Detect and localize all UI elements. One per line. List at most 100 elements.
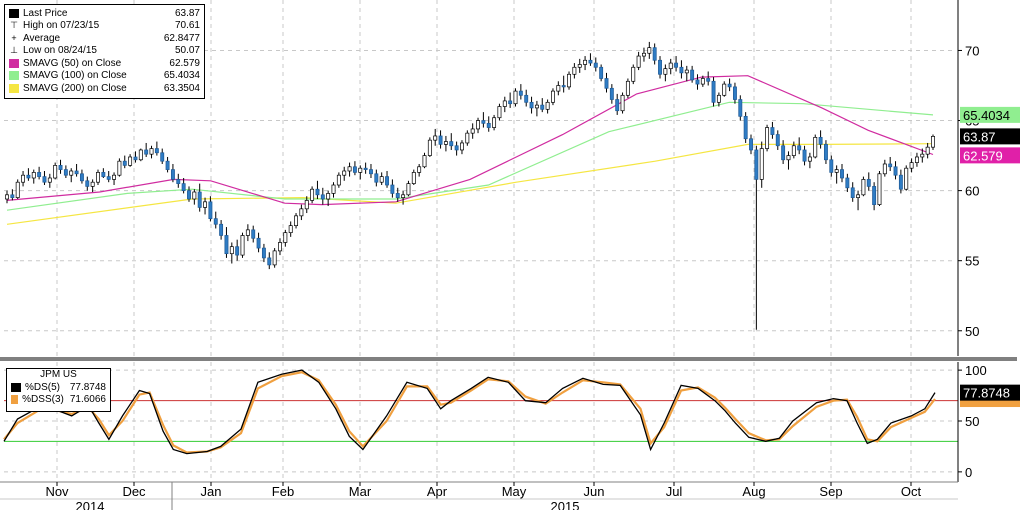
candle	[813, 134, 818, 159]
candle-body	[117, 160, 122, 176]
month-label: Sep	[819, 484, 842, 499]
candle-body	[465, 132, 470, 144]
candle	[128, 154, 133, 167]
candle-body	[470, 128, 475, 134]
candle-body	[615, 99, 620, 112]
candle	[759, 141, 764, 188]
candle	[791, 141, 796, 159]
legend-label: Average	[23, 32, 61, 44]
candle	[261, 243, 266, 263]
candle	[625, 78, 630, 99]
candle-body	[513, 90, 518, 105]
candle	[492, 114, 497, 131]
candle	[224, 227, 229, 258]
candle-body	[417, 166, 422, 173]
candle	[112, 172, 117, 186]
candle	[411, 169, 416, 186]
candle-body	[294, 215, 298, 227]
candle	[658, 56, 662, 79]
candle-body	[716, 94, 721, 103]
candle-body	[331, 184, 336, 194]
candle	[599, 64, 604, 82]
candle	[829, 155, 834, 177]
candle-body	[138, 149, 143, 161]
candle-body	[267, 257, 272, 266]
candle-body	[304, 200, 309, 210]
oscillator-title: JPM US	[40, 369, 77, 380]
candle-body	[128, 156, 133, 166]
candle	[272, 248, 277, 268]
value-tag-label: 77.8748	[963, 386, 1010, 401]
candle	[63, 165, 68, 178]
average-marker-icon: +	[11, 32, 17, 43]
candle	[374, 169, 379, 187]
candle-body	[15, 181, 20, 198]
legend-swatch	[9, 83, 19, 93]
candle-body	[925, 146, 930, 155]
candle-body	[411, 172, 416, 184]
candle	[882, 159, 887, 177]
candle-body	[395, 193, 400, 198]
candle	[545, 99, 550, 114]
candle	[663, 64, 668, 82]
candle	[144, 142, 149, 157]
legend-label: Last Price	[23, 7, 68, 19]
candle-body	[684, 69, 689, 74]
candle-body	[850, 187, 855, 198]
candle	[203, 197, 207, 215]
month-label: Aug	[742, 484, 765, 499]
candle-body	[208, 201, 213, 219]
candle	[583, 56, 588, 71]
candle-body	[743, 115, 748, 140]
legend-swatch	[11, 395, 19, 405]
candle	[615, 93, 620, 115]
candle-body	[609, 87, 614, 100]
candle	[406, 180, 411, 197]
candle-body	[326, 193, 331, 200]
legend-entry: + Average 62.8477	[9, 32, 200, 45]
candle	[529, 96, 534, 114]
candle-body	[904, 167, 909, 190]
candle	[909, 158, 914, 173]
legend-entry: SMAVG (200) on Close 63.3504	[9, 82, 200, 95]
candle	[10, 189, 15, 201]
candle	[567, 71, 571, 90]
price-legend: Last Price 63.87 ⊤ High on 07/23/15 70.61 + Av…	[4, 4, 205, 99]
candle-body	[914, 156, 919, 163]
high-marker-icon: ⊤	[10, 20, 18, 31]
candle-body	[652, 47, 657, 61]
candle	[187, 186, 191, 202]
candle	[551, 88, 555, 106]
candle	[572, 63, 577, 79]
month-label: Dec	[122, 484, 146, 499]
legend-label: Low on 08/24/15	[23, 45, 97, 57]
candle-body	[679, 66, 684, 74]
candle-body	[658, 59, 662, 75]
candle-body	[759, 148, 764, 180]
candle-body	[668, 62, 673, 70]
candle	[770, 121, 775, 139]
legend-entry: %DS(5) 77.8748	[11, 381, 106, 394]
candle-body	[700, 78, 705, 85]
candle-body	[642, 52, 646, 57]
candle-body	[775, 134, 780, 147]
dss3-line	[3, 371, 936, 454]
candle-body	[235, 246, 240, 256]
candle-body	[390, 184, 395, 194]
candle	[690, 65, 695, 83]
candle-body	[834, 169, 839, 173]
candle	[845, 173, 850, 193]
candle-body	[31, 172, 36, 179]
candle	[781, 140, 786, 164]
candle	[320, 187, 325, 205]
candle	[540, 98, 545, 113]
candle-body	[620, 94, 625, 112]
legend-entry: ⊤ High on 07/23/15 70.61	[9, 20, 200, 33]
oscillator-legend: JPM US %DS(5) 77.8748 %DSS(3) 71.6066	[6, 368, 111, 412]
candle	[304, 196, 309, 214]
candle	[96, 169, 100, 186]
candle-body	[74, 170, 79, 175]
candle	[208, 196, 213, 222]
candle	[69, 168, 74, 183]
